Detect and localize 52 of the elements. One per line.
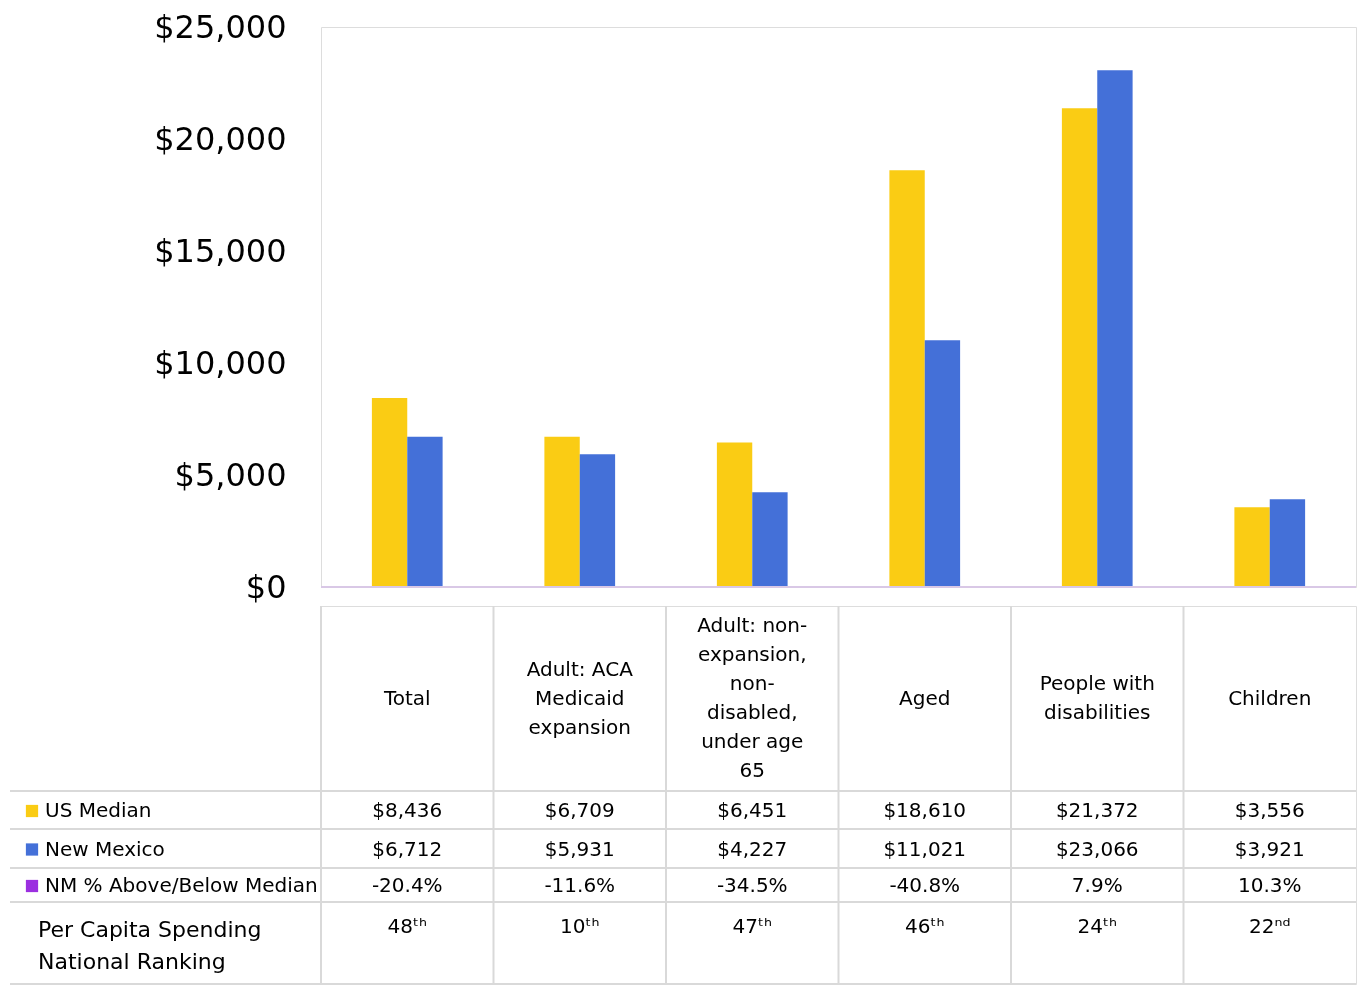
- text: 22ⁿᵈ: [1248, 914, 1291, 938]
- data-label: $6,712: [372, 836, 443, 861]
- y-tick-label: $10,000: [154, 343, 287, 382]
- data-label: $3,556: [1234, 798, 1305, 822]
- data-label: $8,436: [372, 798, 443, 822]
- bar: [752, 492, 788, 587]
- text: 46ᵗʰ: [905, 914, 945, 938]
- data-label: $3,921: [1234, 836, 1305, 861]
- data-label: $18,610: [883, 798, 967, 822]
- text: -11.6%: [544, 873, 616, 897]
- data-label: $21,372: [1055, 798, 1139, 822]
- data-label: $6,451: [717, 798, 788, 822]
- bar: [579, 454, 616, 587]
- x-tick-label: Aged: [899, 685, 951, 710]
- text: -34.5%: [716, 873, 788, 897]
- y-tick-label: $5,000: [174, 455, 287, 494]
- data-label: $6,709: [544, 798, 615, 822]
- bar: [924, 340, 961, 587]
- x-tick-label: Adult: ACA Medicaid expansion: [526, 656, 634, 739]
- x-tick-label: Total: [382, 685, 431, 710]
- x-tick-label: Children: [1228, 685, 1312, 710]
- text: 7.9%: [1071, 873, 1123, 897]
- x-tick-label: Adult: non-expansion, non-disabled, under age 65: [697, 613, 808, 782]
- legend-label: NM % Above/Below Median: [45, 873, 318, 897]
- bar: [1234, 507, 1270, 587]
- y-tick-label: $20,000: [154, 119, 287, 158]
- text: 48ᵗʰ: [387, 914, 427, 938]
- x-tick-label: People with disabilities: [1039, 671, 1155, 724]
- bar: [544, 436, 580, 587]
- legend-label: US Median: [45, 798, 152, 822]
- bar: [371, 398, 408, 587]
- text: 24ᵗʰ: [1077, 914, 1117, 938]
- data-label: $11,021: [883, 836, 967, 861]
- text: 47ᵗʰ: [732, 914, 772, 938]
- y-tick-label: $25,000: [154, 7, 287, 46]
- bar: [407, 436, 443, 587]
- bar: [889, 170, 925, 587]
- text: 10ᵗʰ: [560, 914, 600, 938]
- bar: [1269, 499, 1306, 587]
- data-label: $23,066: [1055, 836, 1139, 861]
- data-label: $5,931: [544, 836, 615, 861]
- text: -40.8%: [889, 873, 961, 897]
- y-tick-label: $15,000: [154, 231, 287, 270]
- data-label: $4,227: [717, 836, 788, 861]
- legend-label: New Mexico: [45, 836, 165, 861]
- text: Per Capita Spending National Ranking: [38, 917, 262, 974]
- text: -20.4%: [371, 873, 443, 897]
- y-tick-label: $0: [245, 567, 287, 606]
- bar: [1097, 70, 1133, 587]
- text: 10.3%: [1237, 873, 1302, 897]
- bar: [1061, 108, 1098, 587]
- bar: [716, 442, 753, 587]
